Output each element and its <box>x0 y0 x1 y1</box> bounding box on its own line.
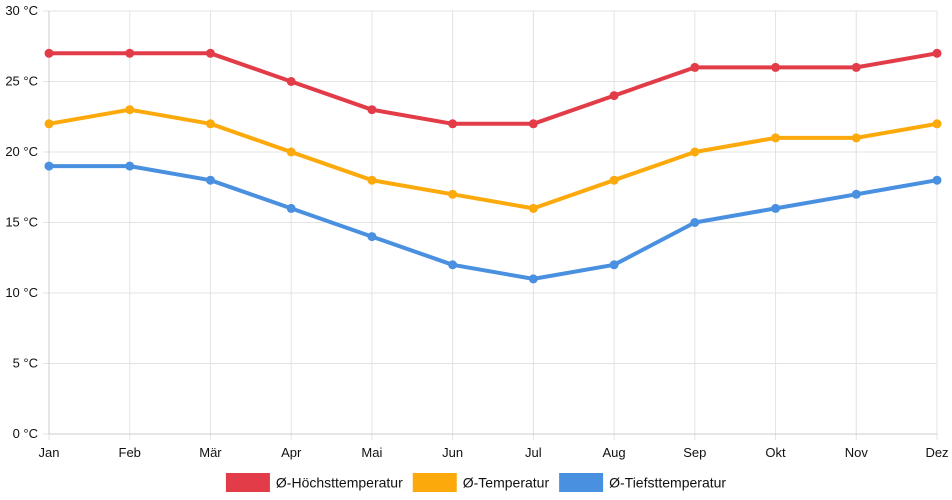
y-tick-label: 15 °C <box>5 215 38 230</box>
data-point-series-1 <box>44 48 54 58</box>
data-point-series-2 <box>609 175 619 185</box>
legend-item: Ø-Höchsttemperatur <box>225 473 403 492</box>
data-point-series-1 <box>528 119 538 129</box>
data-point-series-3 <box>771 203 781 213</box>
data-point-series-2 <box>205 119 215 129</box>
x-tick-label: Jan <box>39 445 60 460</box>
legend-swatch <box>225 473 270 492</box>
series-line-2 <box>47 107 939 211</box>
grid <box>43 10 938 440</box>
x-tick-label: Mai <box>361 445 382 460</box>
series-line-1 <box>47 51 939 126</box>
x-tick-label: Jun <box>442 445 463 460</box>
data-point-series-3 <box>367 232 377 242</box>
data-point-series-3 <box>205 175 215 185</box>
y-tick-label: 25 °C <box>5 74 38 89</box>
data-point-series-2 <box>690 147 700 157</box>
x-tick-label: Dez <box>925 445 948 460</box>
legend-label: Ø-Tiefsttemperatur <box>609 475 726 491</box>
legend-swatch <box>412 473 457 492</box>
data-point-series-2 <box>851 133 861 143</box>
data-point-series-2 <box>286 147 296 157</box>
data-point-series-2 <box>528 203 538 213</box>
x-tick-label: Mär <box>199 445 222 460</box>
legend-item: Ø-Temperatur <box>412 473 550 492</box>
data-point-series-3 <box>448 260 458 270</box>
data-point-series-3 <box>932 175 942 185</box>
data-point-series-2 <box>932 119 942 129</box>
data-point-series-3 <box>851 189 861 199</box>
data-point-series-3 <box>528 274 538 284</box>
data-point-series-2 <box>44 119 54 129</box>
series-line-3 <box>47 164 939 281</box>
data-point-series-3 <box>286 203 296 213</box>
x-tick-label: Jul <box>525 445 542 460</box>
data-point-series-1 <box>609 91 619 101</box>
data-point-series-3 <box>44 161 54 171</box>
data-point-series-1 <box>125 48 135 58</box>
y-tick-label: 30 °C <box>5 3 38 18</box>
y-tick-label: 5 °C <box>13 356 38 371</box>
data-point-series-1 <box>690 62 700 72</box>
legend-swatch <box>559 473 604 492</box>
y-tick-label: 10 °C <box>5 285 38 300</box>
legend-label: Ø-Höchsttemperatur <box>276 475 403 491</box>
data-point-series-1 <box>771 62 781 72</box>
data-point-series-3 <box>125 161 135 171</box>
data-point-series-2 <box>367 175 377 185</box>
x-tick-label: Nov <box>845 445 869 460</box>
x-tick-label: Apr <box>281 445 302 460</box>
y-axis: 0 °C 5 °C 10 °C 15 °C 20 °C 25 °C 30 °C <box>5 3 38 441</box>
x-axis: Jan Feb Mär Apr Mai Jun Jul Aug Sep Okt Nov Dez <box>39 445 949 460</box>
data-point-series-1 <box>851 62 861 72</box>
x-tick-label: Feb <box>119 445 141 460</box>
data-point-series-3 <box>690 218 700 227</box>
legend-label: Ø-Temperatur <box>463 475 550 491</box>
data-point-series-2 <box>448 189 458 199</box>
data-point-series-1 <box>367 105 377 115</box>
x-tick-label: Okt <box>765 445 786 460</box>
data-point-series-1 <box>205 48 215 58</box>
data-point-series-1 <box>932 48 942 58</box>
legend: Ø-Höchsttemperatur Ø-Temperatur Ø-Tiefstte… <box>225 473 726 492</box>
x-tick-label: Sep <box>683 445 706 460</box>
data-point-series-1 <box>286 77 296 86</box>
data-point-series-3 <box>609 260 619 270</box>
data-point-series-2 <box>771 133 781 143</box>
y-tick-label: 0 °C <box>13 426 38 441</box>
legend-item: Ø-Tiefsttemperatur <box>559 473 726 492</box>
data-point-series-2 <box>125 105 135 115</box>
x-tick-label: Aug <box>603 445 626 460</box>
y-tick-label: 20 °C <box>5 144 38 159</box>
series-area <box>44 48 942 284</box>
data-point-series-1 <box>448 119 458 129</box>
